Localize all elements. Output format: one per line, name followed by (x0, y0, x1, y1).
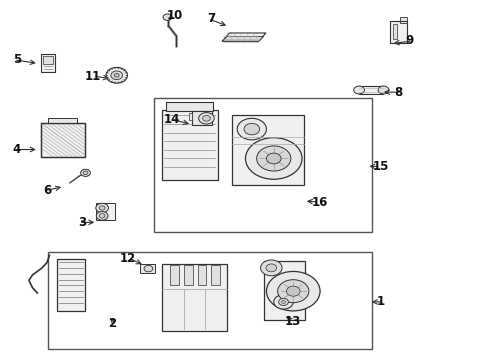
Circle shape (265, 264, 276, 272)
Bar (191, 111, 212, 126)
Circle shape (278, 298, 288, 306)
Circle shape (99, 206, 105, 210)
Bar (41, 123, 84, 157)
Circle shape (260, 260, 282, 276)
Bar (392, 24, 396, 39)
Text: 6: 6 (43, 184, 52, 197)
Polygon shape (222, 33, 265, 41)
Circle shape (144, 265, 153, 272)
Circle shape (96, 203, 108, 213)
Circle shape (202, 116, 210, 121)
Circle shape (198, 113, 214, 124)
Circle shape (256, 146, 290, 171)
Text: 12: 12 (120, 252, 136, 265)
Circle shape (353, 86, 364, 94)
Bar (42, 56, 53, 64)
Text: 5: 5 (13, 53, 21, 66)
Text: 13: 13 (284, 315, 300, 328)
Text: 14: 14 (163, 113, 180, 126)
Text: 16: 16 (311, 196, 327, 209)
Bar (57, 259, 85, 311)
Circle shape (245, 138, 302, 179)
Bar (232, 116, 304, 185)
Text: 9: 9 (405, 34, 413, 48)
Circle shape (83, 171, 88, 175)
Bar (48, 252, 371, 349)
Bar (41, 54, 55, 72)
Text: 7: 7 (207, 12, 215, 25)
Circle shape (377, 86, 388, 94)
Circle shape (266, 153, 281, 164)
Circle shape (81, 169, 90, 176)
Text: 10: 10 (166, 9, 183, 22)
Text: 2: 2 (108, 317, 116, 330)
Text: 3: 3 (78, 216, 86, 229)
Text: 15: 15 (372, 160, 388, 173)
Circle shape (99, 214, 105, 218)
Bar (161, 110, 217, 180)
Bar (197, 265, 206, 285)
Bar (140, 264, 155, 273)
Circle shape (111, 71, 122, 80)
Text: 1: 1 (376, 296, 385, 309)
Bar (48, 118, 77, 123)
Circle shape (114, 73, 119, 77)
Text: 11: 11 (84, 69, 101, 82)
Circle shape (266, 271, 320, 311)
Bar (154, 98, 371, 232)
Bar (183, 265, 192, 285)
Circle shape (286, 286, 300, 296)
Circle shape (106, 67, 127, 83)
Circle shape (96, 212, 108, 220)
Bar (41, 123, 84, 157)
Text: 8: 8 (394, 86, 402, 99)
Polygon shape (222, 37, 263, 41)
Circle shape (281, 301, 285, 303)
Bar (389, 22, 406, 43)
Text: 4: 4 (13, 143, 21, 156)
Circle shape (237, 118, 266, 140)
Bar (96, 203, 115, 220)
Circle shape (244, 123, 259, 135)
Bar (358, 86, 383, 94)
Bar (188, 113, 192, 120)
Circle shape (277, 280, 308, 303)
Circle shape (163, 14, 171, 21)
Bar (166, 102, 212, 111)
Bar (170, 265, 179, 285)
Bar (211, 265, 220, 285)
Bar (399, 17, 406, 23)
Circle shape (273, 295, 293, 309)
Bar (264, 261, 305, 320)
Bar (161, 264, 227, 330)
